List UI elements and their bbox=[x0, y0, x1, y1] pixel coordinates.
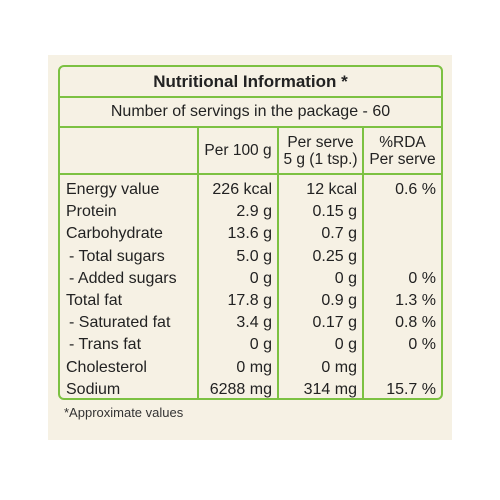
header-row: Per 100 g Per serve 5 g (1 tsp.) %RDA Per se… bbox=[60, 128, 441, 175]
nutrient-value: 1.3 % bbox=[395, 291, 436, 309]
nutrient-value: 0.7 g bbox=[321, 225, 357, 243]
table-column: 226 kcal 2.9 g 13.6 g 5.0 g 0 g 17.8 g 3.4 g 0 … bbox=[197, 175, 277, 398]
nutrient-value: 314 mg bbox=[303, 380, 357, 398]
table-title: Nutritional Information * bbox=[60, 67, 441, 98]
empty-cell bbox=[364, 357, 441, 379]
nutrient-name: Carbohydrate bbox=[66, 225, 163, 243]
header-cell: %RDA Per serve bbox=[362, 128, 441, 173]
nutrient-value: 0.25 g bbox=[312, 247, 357, 265]
nutrient-name: Cholesterol bbox=[66, 358, 147, 376]
nutrient-value: 0 % bbox=[408, 336, 436, 354]
empty-cell bbox=[364, 201, 441, 223]
table-column: Energy value Protein Carbohydrate - Total s… bbox=[60, 175, 197, 398]
header-text: Per serve bbox=[369, 150, 436, 168]
nutrient-value: 0.15 g bbox=[312, 203, 357, 221]
nutrition-table: Nutritional Information * Number of serv… bbox=[58, 65, 443, 400]
header-cell bbox=[60, 128, 197, 173]
nutrient-value: 0.6 % bbox=[395, 181, 436, 198]
nutrient-value: 0 g bbox=[249, 269, 272, 287]
nutrient-value: 0 g bbox=[249, 336, 272, 354]
nutrient-name: Sodium bbox=[66, 380, 121, 398]
nutrient-value: 226 kcal bbox=[212, 181, 272, 198]
nutrient-value: 6288 mg bbox=[209, 380, 272, 398]
table-subtitle: Number of servings in the package - 60 bbox=[60, 98, 441, 128]
nutrient-value: 3.4 g bbox=[236, 314, 272, 332]
nutrient-value: 15.7 % bbox=[386, 380, 436, 398]
nutrient-value: 13.6 g bbox=[227, 225, 272, 243]
nutrient-value: 2.9 g bbox=[236, 203, 272, 221]
nutrient-value: 0.8 % bbox=[395, 314, 436, 332]
header-text: %RDA bbox=[379, 133, 426, 151]
nutrient-name: Total fat bbox=[66, 291, 123, 309]
nutrient-name: - Total sugars bbox=[69, 247, 165, 265]
table-column: 0.6 % 0 % 1.3 % 0.8 % 0 % 15.7 % bbox=[362, 175, 441, 398]
nutrient-value: 0 g bbox=[334, 336, 357, 354]
nutrient-value: 0 % bbox=[408, 269, 436, 287]
header-text: Per 100 g bbox=[204, 142, 272, 159]
nutrient-name: - Saturated fat bbox=[69, 314, 171, 332]
nutrient-value: 0 mg bbox=[236, 358, 272, 376]
empty-cell bbox=[364, 223, 441, 245]
table-body: Energy value Protein Carbohydrate - Total s… bbox=[60, 175, 441, 398]
nutrient-name: - Trans fat bbox=[69, 336, 142, 354]
header-cell: Per 100 g bbox=[197, 128, 277, 173]
empty-cell bbox=[364, 246, 441, 268]
nutrient-value: 5.0 g bbox=[236, 247, 272, 265]
nutrient-name: Energy value bbox=[66, 181, 160, 198]
nutrient-value: 17.8 g bbox=[227, 291, 272, 309]
table-column: 12 kcal 0.15 g 0.7 g 0.25 g 0 g 0.9 g 0.17 g 0 … bbox=[277, 175, 362, 398]
header-text: 5 g (1 tsp.) bbox=[283, 150, 358, 168]
header-cell: Per serve 5 g (1 tsp.) bbox=[277, 128, 362, 173]
nutrient-name: - Added sugars bbox=[69, 269, 177, 287]
header-text: Per serve bbox=[287, 133, 354, 151]
nutrient-name: Protein bbox=[66, 203, 117, 221]
nutrient-value: 0.9 g bbox=[321, 291, 357, 309]
nutrient-value: 0 g bbox=[334, 269, 357, 287]
nutrient-value: 0.17 g bbox=[312, 314, 357, 332]
footnote: *Approximate values bbox=[64, 405, 184, 420]
nutrient-value: 0 mg bbox=[321, 358, 357, 376]
nutrient-value: 12 kcal bbox=[306, 181, 357, 198]
